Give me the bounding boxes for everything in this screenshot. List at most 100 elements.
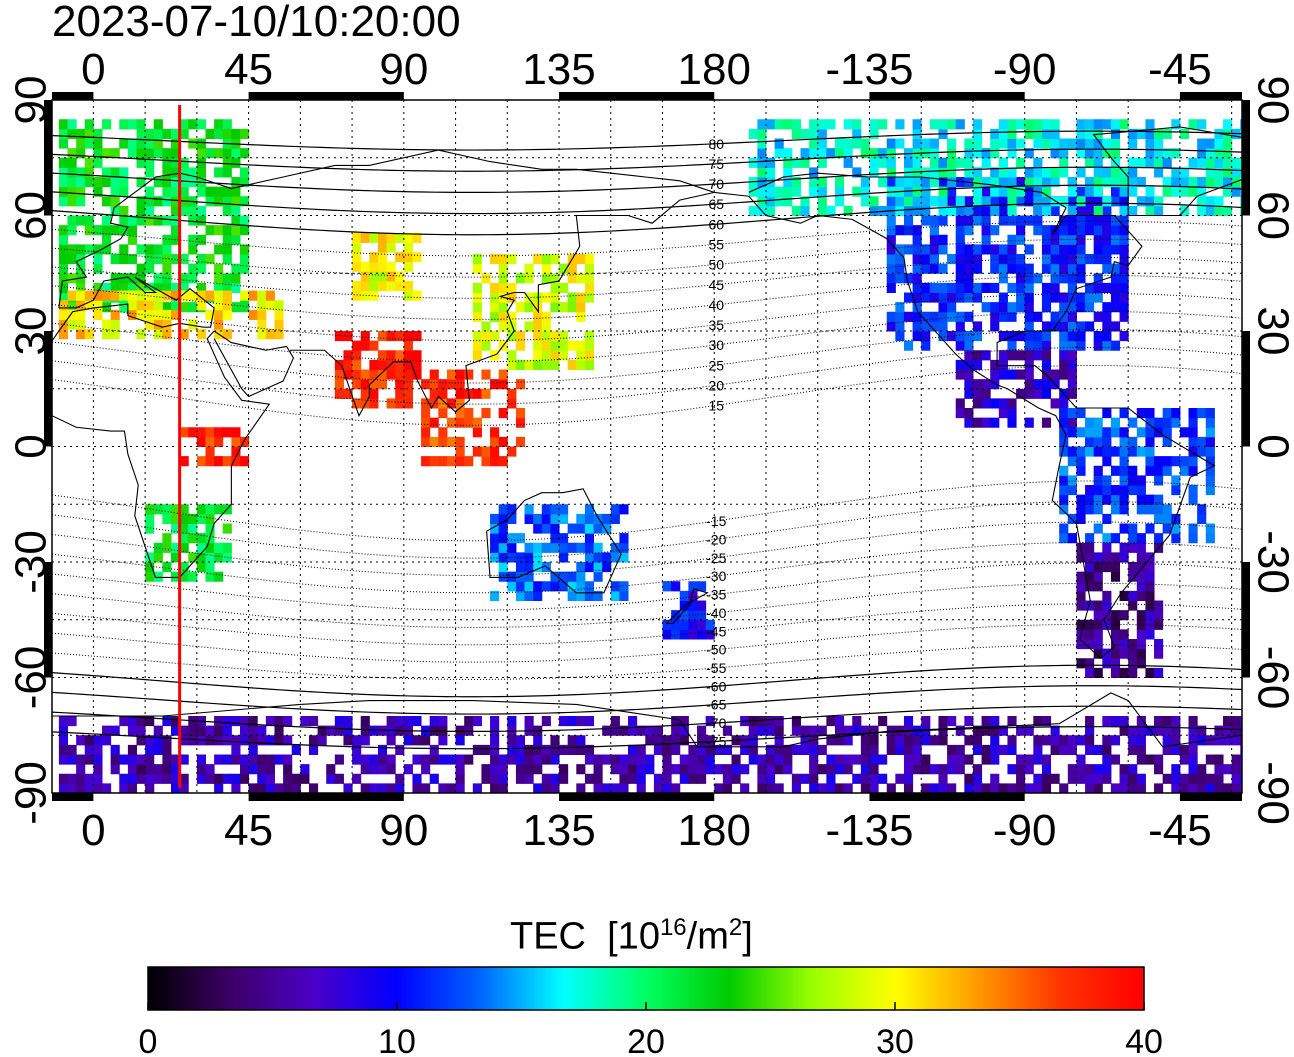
mag-lat-contour <box>52 726 1242 750</box>
edge-bar-right <box>1242 562 1250 678</box>
colorbar-tick-label: 40 <box>1125 1023 1163 1057</box>
lat-tick-right: 0 <box>1248 434 1294 458</box>
colorbar-tick-label: 10 <box>378 1023 416 1057</box>
colorbar-title-text: TEC <box>510 915 586 958</box>
tec-region-antarctica <box>58 716 1242 793</box>
lon-tick-bottom: -90 <box>993 806 1057 855</box>
edge-bar-right <box>1242 100 1250 216</box>
edge-bar-right <box>1242 331 1250 447</box>
grid-layer <box>52 100 1242 793</box>
lon-tick-bottom: 90 <box>379 806 428 855</box>
mag-lat-label: -50 <box>706 642 726 658</box>
edge-bar-bottom <box>52 793 94 801</box>
mag-lat-label: -40 <box>706 605 726 621</box>
lon-tick-top: 135 <box>522 45 595 94</box>
edge-bar-left <box>44 100 52 216</box>
edge-bar-bottom <box>1179 793 1242 801</box>
lon-tick-bottom: 45 <box>224 806 273 855</box>
edge-bar-bottom <box>869 793 1025 801</box>
mag-lat-contour <box>52 685 1242 715</box>
mag-lat-contour <box>52 644 1242 680</box>
lon-tick-top: 180 <box>678 45 751 94</box>
lon-labels-bottom: 0 45 90 135 180 -135 -90 -45 <box>81 806 1212 855</box>
mag-lat-label: 70 <box>708 176 724 192</box>
mag-lat-contour <box>52 292 1242 342</box>
colorbar-unit-mid: /m <box>686 915 729 958</box>
tec-region-central-asia <box>352 232 422 301</box>
tec-region-arctic-canada <box>748 119 1242 216</box>
mag-lat-label: -25 <box>706 550 726 566</box>
tec-region-south-america-south <box>1076 542 1164 678</box>
lon-tick-top: -45 <box>1148 45 1212 94</box>
tec-region-new-zealand <box>662 581 715 640</box>
lon-tick-top: 45 <box>224 45 273 94</box>
lat-tick-right: 60 <box>1248 191 1294 240</box>
coastline-4 <box>486 488 622 594</box>
tec-region-australia <box>490 504 629 601</box>
tec-data-layer <box>58 119 1242 793</box>
tec-region-south-asia <box>334 331 422 409</box>
lat-tick-right: -30 <box>1248 530 1294 594</box>
coastline-3 <box>290 191 715 418</box>
lat-tick-right: 90 <box>1248 76 1294 125</box>
edge-bar-bottom <box>559 793 715 801</box>
lon-tick-bottom: 135 <box>522 806 595 855</box>
lat-tick-left: 0 <box>7 434 56 458</box>
mag-lat-label: 30 <box>708 337 724 353</box>
lat-tick-right: -90 <box>1248 761 1294 825</box>
edge-bar-bottom <box>248 793 404 801</box>
mag-lat-contour <box>52 310 1242 363</box>
edge-bar-top <box>1179 92 1242 100</box>
lon-labels-top: 0 45 90 135 180 -135 -90 -45 <box>81 45 1212 94</box>
mag-lat-label: -65 <box>706 697 726 713</box>
lon-tick-bottom: -45 <box>1148 806 1212 855</box>
mag-lat-contour <box>52 541 1242 594</box>
tec-region-southeast-asia <box>421 369 526 467</box>
mag-lat-label: 45 <box>708 277 724 293</box>
mag-lat-label: 40 <box>708 297 724 313</box>
lon-tick-bottom: -135 <box>825 806 913 855</box>
coastline-5 <box>665 588 709 625</box>
mag-lat-contour <box>52 664 1242 698</box>
mag-lat-label: -45 <box>706 623 726 639</box>
mag-lat-label: 50 <box>708 257 724 273</box>
edge-bar-left <box>44 331 52 447</box>
mag-lat-label: -20 <box>706 531 726 547</box>
edge-bar-top <box>248 92 404 100</box>
lon-tick-top: 0 <box>81 45 105 94</box>
tec-region-east-asia <box>472 254 595 370</box>
mag-lat-contour <box>52 148 1242 172</box>
colorbar-unit-base: [10 <box>607 915 660 958</box>
mag-lat-contour <box>52 562 1242 611</box>
colorbar-unit-end: ] <box>742 915 753 958</box>
mag-lat-label: 65 <box>708 196 724 212</box>
colorbar-tick-label: 0 <box>139 1023 158 1057</box>
mag-lat-label: -30 <box>706 568 726 584</box>
magnetic-latitude-labels: 80 75 70 65 60 55 50 45 40 35 30 25 20 15 -15 -20 -25 -30… <box>706 136 726 750</box>
mag-lat-label: -70 <box>706 715 726 731</box>
mag-lat-label: -55 <box>706 660 726 676</box>
edge-bar-left <box>44 562 52 678</box>
mag-lat-contour <box>52 220 1242 257</box>
edge-bar-top <box>869 92 1025 100</box>
lat-tick-right: 30 <box>1248 307 1294 356</box>
map-edge-bars <box>44 92 1250 801</box>
mag-lat-label: 35 <box>708 317 724 333</box>
mag-lat-label: 80 <box>708 136 724 152</box>
lat-labels-right: 90 60 30 0 -30 -60 -90 <box>1248 76 1294 825</box>
lat-tick-left: -90 <box>7 761 56 825</box>
edge-bar-top <box>52 92 94 100</box>
mag-lat-contour <box>52 705 1242 732</box>
tec-region-south-america-north <box>1059 408 1215 544</box>
colorbar-unit-exp2: 2 <box>728 914 743 941</box>
edge-bar-top <box>559 92 715 100</box>
mag-lat-label: -60 <box>706 678 726 694</box>
tec-region-southern-africa <box>145 504 232 582</box>
mag-lat-contour <box>52 521 1242 576</box>
lon-tick-top: -135 <box>825 45 913 94</box>
coastline-1 <box>52 276 271 578</box>
lat-tick-left: 90 <box>7 76 56 125</box>
lat-tick-left: 60 <box>7 191 56 240</box>
